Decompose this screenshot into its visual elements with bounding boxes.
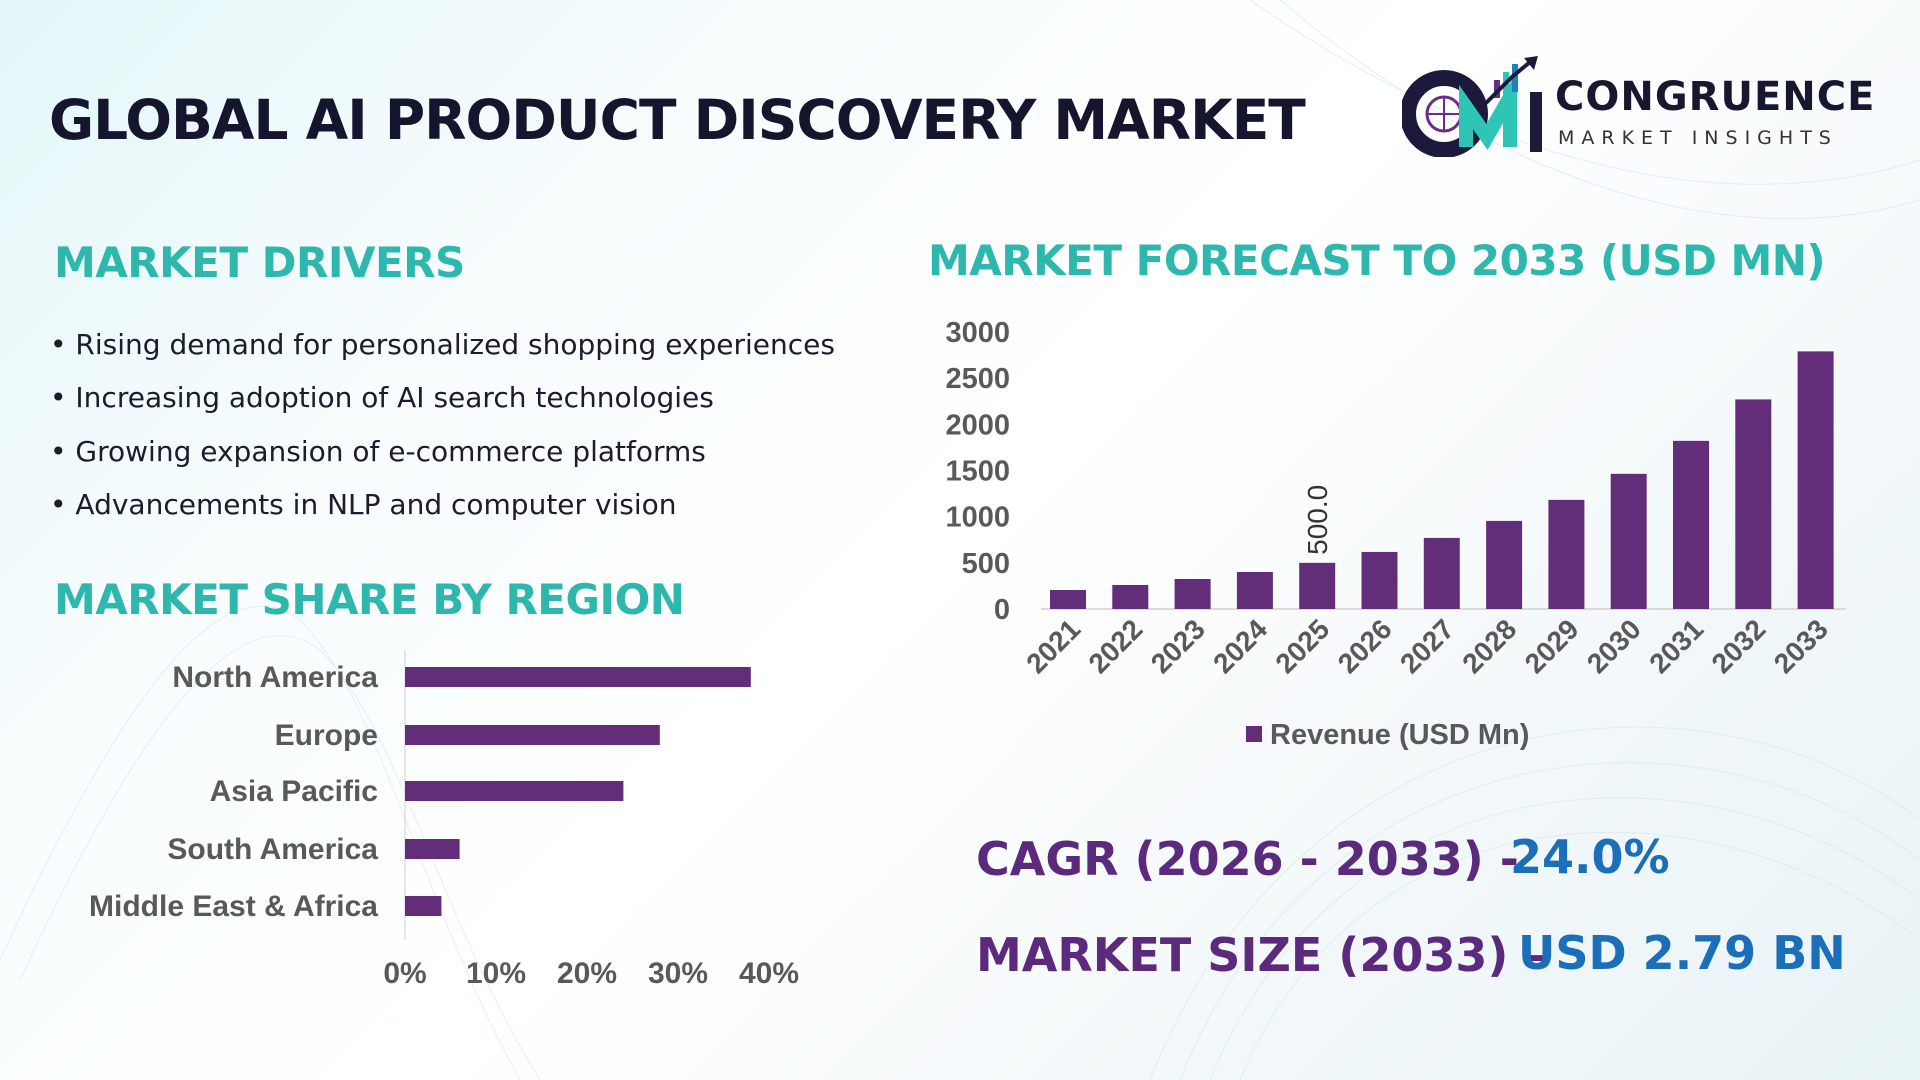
x-tick-label: 2022 bbox=[1083, 613, 1149, 679]
bar-south-america bbox=[405, 839, 460, 859]
driver-item: • Increasing adoption of AI search techn… bbox=[50, 381, 714, 414]
bar-2032 bbox=[1735, 399, 1772, 609]
legend-swatch bbox=[1246, 726, 1262, 742]
driver-item: • Rising demand for personalized shoppin… bbox=[50, 328, 835, 361]
data-label: 500.0 bbox=[1302, 485, 1333, 555]
y-tick-label: 1000 bbox=[945, 502, 1010, 534]
y-tick-label: 1500 bbox=[945, 456, 1010, 488]
category-label: Europe bbox=[275, 719, 378, 752]
bar-2025 bbox=[1299, 562, 1336, 609]
logo: CONGRUENCE MARKET INSIGHTS bbox=[1402, 52, 1876, 157]
cagr-value: 24.0% bbox=[1510, 830, 1670, 884]
y-tick-label: 0 bbox=[994, 594, 1010, 626]
x-tick-label: 2030 bbox=[1581, 613, 1647, 679]
x-tick-label: 2024 bbox=[1207, 613, 1273, 679]
x-tick-label: 20% bbox=[557, 957, 617, 990]
driver-text: Growing expansion of e-commerce platform… bbox=[75, 435, 706, 468]
forecast-bar-chart: 0 500 1000 1500 2000 2500 3000 2021202220232024… bbox=[945, 317, 1846, 751]
driver-text: Advancements in NLP and computer vision bbox=[75, 488, 677, 521]
x-tick-label: 2028 bbox=[1456, 613, 1522, 679]
bar-middle-east-africa bbox=[405, 896, 442, 916]
x-tick-label: 2025 bbox=[1269, 613, 1335, 679]
category-label: South America bbox=[167, 833, 378, 866]
driver-text: Increasing adoption of AI search technol… bbox=[75, 381, 714, 414]
bar-2029 bbox=[1548, 499, 1585, 609]
bar-2027 bbox=[1423, 537, 1460, 609]
x-tick-label: 2029 bbox=[1519, 613, 1585, 679]
region-bar-chart: North America Europe Asia Pacific South Ame… bbox=[89, 650, 799, 990]
bar-2022 bbox=[1112, 584, 1149, 609]
forecast-heading: MARKET FORECAST TO 2033 (USD MN) bbox=[928, 236, 1826, 285]
y-tick-label: 2500 bbox=[945, 363, 1010, 395]
x-tick-label: 10% bbox=[466, 957, 526, 990]
x-tick-label: 2021 bbox=[1020, 613, 1086, 679]
market-size-label: MARKET SIZE (2033) – bbox=[976, 928, 1548, 982]
bar-asia-pacific bbox=[405, 781, 624, 801]
driver-item: • Advancements in NLP and computer visio… bbox=[50, 488, 677, 521]
x-tick-label: 2023 bbox=[1145, 613, 1211, 679]
bar-2031 bbox=[1673, 440, 1709, 609]
x-tick-label: 2031 bbox=[1643, 613, 1709, 679]
x-tick-label: 2032 bbox=[1706, 613, 1772, 679]
bar-2024 bbox=[1236, 571, 1273, 609]
category-label: North America bbox=[172, 661, 378, 694]
driver-item: • Growing expansion of e-commerce platfo… bbox=[50, 435, 706, 468]
bar-2021 bbox=[1050, 589, 1086, 609]
market-size-value: USD 2.79 BN bbox=[1518, 926, 1846, 980]
y-tick-label: 3000 bbox=[945, 317, 1010, 349]
x-tick-label: 2027 bbox=[1394, 613, 1460, 679]
x-tick-label: 0% bbox=[383, 957, 426, 990]
legend-label: Revenue (USD Mn) bbox=[1270, 719, 1529, 751]
bar-2023 bbox=[1174, 578, 1211, 609]
bar-europe bbox=[405, 725, 660, 745]
logo-mark-icon bbox=[1402, 56, 1542, 157]
bar-2030 bbox=[1610, 473, 1647, 609]
x-tick-label: 2033 bbox=[1768, 613, 1834, 679]
y-tick-label: 2000 bbox=[945, 409, 1010, 441]
y-tick-label: 500 bbox=[962, 548, 1010, 580]
bar-2028 bbox=[1486, 520, 1523, 609]
page-title: GLOBAL AI PRODUCT DISCOVERY MARKET bbox=[49, 88, 1306, 152]
bar-north-america bbox=[405, 667, 751, 687]
region-heading: MARKET SHARE BY REGION bbox=[54, 575, 685, 624]
driver-text: Rising demand for personalized shopping … bbox=[75, 328, 835, 361]
cagr-label: CAGR (2026 - 2033) - bbox=[976, 832, 1519, 886]
bar-2026 bbox=[1361, 551, 1398, 609]
logo-subtitle: MARKET INSIGHTS bbox=[1558, 127, 1838, 149]
category-label: Middle East & Africa bbox=[89, 890, 378, 923]
drivers-heading: MARKET DRIVERS bbox=[54, 238, 465, 287]
logo-name: CONGRUENCE bbox=[1555, 74, 1876, 120]
category-label: Asia Pacific bbox=[210, 775, 378, 808]
x-tick-label: 30% bbox=[648, 957, 708, 990]
x-tick-label: 2026 bbox=[1332, 613, 1398, 679]
bar-2033 bbox=[1797, 351, 1834, 609]
x-tick-label: 40% bbox=[739, 957, 799, 990]
